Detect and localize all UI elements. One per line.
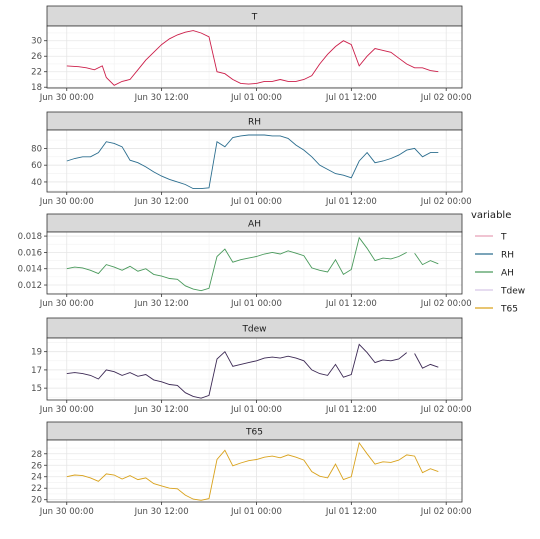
x-tick-label: Jun 30 12:00 bbox=[134, 299, 189, 309]
x-tick-label: Jul 01 00:00 bbox=[230, 299, 282, 309]
facet-strip-label: RH bbox=[248, 118, 261, 128]
series-line-ah bbox=[66, 236, 407, 292]
series-line-tdew bbox=[414, 353, 439, 369]
plot-area bbox=[47, 26, 462, 88]
x-tick-label: Jul 02 00:00 bbox=[420, 507, 472, 517]
x-tick-label: Jul 01 12:00 bbox=[325, 93, 377, 103]
series-line-ah bbox=[414, 252, 439, 266]
legend-label: T65 bbox=[500, 305, 518, 315]
x-tick-label: Jul 01 00:00 bbox=[230, 93, 282, 103]
x-tick-label: Jul 01 12:00 bbox=[325, 507, 377, 517]
legend-label: RH bbox=[501, 251, 514, 261]
x-tick-label: Jul 01 00:00 bbox=[230, 197, 282, 207]
y-tick-label: 40 bbox=[31, 178, 42, 188]
y-tick-label: 24 bbox=[31, 473, 42, 483]
plot-area bbox=[47, 232, 462, 294]
y-tick-label: 26 bbox=[31, 461, 42, 471]
y-tick-label: 19 bbox=[31, 348, 42, 358]
x-tick-label: Jul 02 00:00 bbox=[420, 93, 472, 103]
facet-panel-t: T 18 22 26 30 Jun 30 00:00 Jun 30 12:00 Jul 01 … bbox=[31, 5, 472, 103]
y-tick-label: 80 bbox=[31, 144, 42, 154]
legend-title: variable bbox=[471, 210, 511, 221]
series-line-tdew bbox=[66, 343, 407, 399]
facet-panel-tdew: Tdew 15 17 19 Jun 30 00:00 Jun 30 12:00 Jul 01… bbox=[31, 317, 472, 415]
y-tick-label: 26 bbox=[31, 52, 42, 62]
x-tick-label: Jul 01 12:00 bbox=[325, 299, 377, 309]
series-line-rh bbox=[66, 134, 439, 190]
x-tick-label: Jun 30 12:00 bbox=[134, 405, 189, 415]
legend: variable T RH AH Tdew T65 bbox=[471, 210, 525, 315]
panel-border bbox=[46, 231, 463, 295]
panel-border bbox=[46, 337, 463, 401]
y-tick-label: 20 bbox=[31, 496, 42, 506]
x-tick-label: Jun 30 12:00 bbox=[134, 197, 189, 207]
x-tick-label: Jun 30 00:00 bbox=[39, 197, 94, 207]
series-line-t65 bbox=[66, 441, 439, 501]
y-tick-label: 17 bbox=[31, 366, 42, 376]
x-tick-label: Jul 02 00:00 bbox=[420, 405, 472, 415]
y-tick-label: 22 bbox=[31, 68, 42, 78]
x-tick-label: Jun 30 00:00 bbox=[39, 405, 94, 415]
legend-label: Tdew bbox=[500, 287, 525, 297]
y-tick-label: 0.018 bbox=[18, 232, 42, 242]
facet-strip-label: Tdew bbox=[241, 325, 266, 335]
y-tick-label: 60 bbox=[31, 161, 42, 171]
y-tick-label: 0.014 bbox=[18, 265, 42, 275]
y-tick-label: 15 bbox=[31, 384, 42, 394]
facet-panel-ah: AH 0.012 0.014 0.016 0.018 Jun 30 00:00 Jun 30… bbox=[18, 213, 472, 309]
y-tick-label: 28 bbox=[31, 450, 42, 460]
x-tick-label: Jul 01 00:00 bbox=[230, 507, 282, 517]
x-tick-label: Jul 02 00:00 bbox=[420, 299, 472, 309]
y-tick-label: 18 bbox=[31, 83, 42, 93]
panel-border bbox=[46, 25, 463, 89]
plot-area bbox=[47, 130, 462, 192]
legend-label: AH bbox=[501, 269, 514, 279]
y-tick-label: 22 bbox=[31, 484, 42, 494]
legend-label: T bbox=[500, 233, 507, 243]
x-tick-label: Jul 01 12:00 bbox=[325, 405, 377, 415]
facet-panel-rh: RH 40 60 80 Jun 30 00:00 Jun 30 12:00 Jul 01 0… bbox=[31, 111, 472, 207]
x-tick-label: Jun 30 00:00 bbox=[39, 507, 94, 517]
facet-strip-label: AH bbox=[248, 220, 261, 230]
y-tick-label: 0.016 bbox=[18, 248, 42, 258]
x-tick-label: Jul 02 00:00 bbox=[420, 197, 472, 207]
facet-strip-label: T bbox=[251, 13, 258, 23]
plot-area bbox=[47, 338, 462, 400]
x-tick-label: Jun 30 12:00 bbox=[134, 507, 189, 517]
x-tick-label: Jul 01 12:00 bbox=[325, 197, 377, 207]
y-tick-label: 0.012 bbox=[18, 281, 42, 291]
x-tick-label: Jun 30 12:00 bbox=[134, 93, 189, 103]
x-tick-label: Jun 30 00:00 bbox=[39, 93, 94, 103]
facet-strip-label: T65 bbox=[245, 428, 263, 438]
panel-border bbox=[46, 129, 463, 193]
panel-border bbox=[46, 439, 463, 503]
x-tick-label: Jun 30 00:00 bbox=[39, 299, 94, 309]
y-tick-label: 30 bbox=[31, 37, 42, 47]
x-tick-label: Jul 01 00:00 bbox=[230, 405, 282, 415]
series-line-t bbox=[66, 30, 439, 86]
